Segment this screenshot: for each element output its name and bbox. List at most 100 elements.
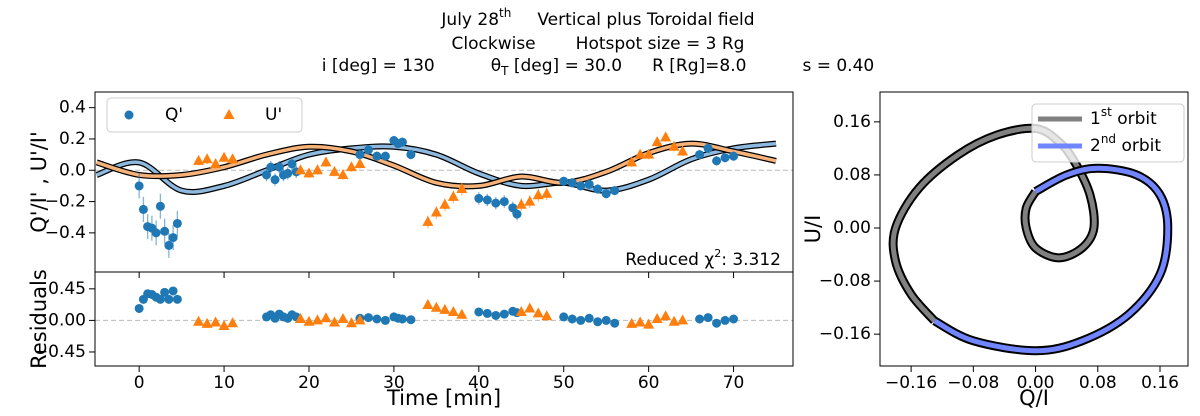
y-tick-label: −0.45	[34, 342, 86, 362]
point	[491, 310, 501, 320]
point	[138, 204, 148, 214]
point	[311, 164, 323, 175]
point	[515, 305, 527, 316]
point	[155, 294, 165, 304]
point	[164, 240, 174, 250]
annotation-text: : 3.312	[721, 250, 781, 270]
point	[660, 131, 672, 142]
point	[439, 198, 451, 209]
point	[499, 197, 509, 207]
point	[193, 315, 205, 326]
point	[430, 206, 442, 217]
legend-box	[106, 97, 303, 133]
y-tick-label: 0.2	[59, 129, 86, 149]
x-tick-label: 50	[553, 373, 575, 393]
y-tick-label: 0.00	[833, 218, 871, 238]
point	[474, 193, 484, 203]
legend-sup: nd	[1101, 132, 1116, 146]
point	[201, 317, 213, 328]
legend-text: orbit	[1112, 109, 1157, 129]
title-text: s = 0.40	[802, 56, 874, 76]
point	[328, 165, 340, 176]
point	[168, 286, 178, 296]
point	[294, 164, 306, 175]
point	[151, 228, 161, 238]
y-tick-label: −0.2	[45, 192, 86, 212]
point	[337, 168, 349, 179]
point	[695, 150, 705, 160]
legend-label: 2nd orbit	[1090, 132, 1161, 157]
point	[363, 313, 373, 323]
title-text: Clockwise	[452, 34, 536, 54]
legend-label: 1st orbit	[1090, 105, 1157, 130]
y-tick-label: −0.16	[819, 324, 871, 344]
point	[651, 313, 663, 323]
point	[482, 308, 492, 318]
point	[303, 315, 315, 326]
point	[160, 226, 170, 236]
point	[610, 186, 620, 196]
plot-area	[95, 131, 793, 258]
y-axis-label: Q'/I' , U'/I'	[27, 131, 51, 233]
y-tick-label: 0.45	[48, 279, 86, 299]
legend-sup: st	[1101, 105, 1112, 119]
x-tick-label: 0	[134, 373, 145, 393]
point	[227, 317, 239, 328]
point	[303, 167, 315, 178]
point	[168, 233, 178, 243]
point	[668, 140, 680, 151]
title-line3: i [deg] = 130 θT [deg] = 30.0 R [Rg]=8.0 s …	[322, 56, 874, 78]
title-sup: th	[499, 6, 511, 20]
y-tick-label: 0.4	[59, 98, 86, 118]
point	[515, 198, 527, 209]
point	[355, 150, 365, 160]
legend-label: U'	[265, 105, 282, 125]
legend-marker	[223, 109, 235, 119]
point	[584, 179, 594, 189]
title-line1: July 28th Vertical plus Toroidal field	[440, 6, 754, 31]
point	[397, 314, 407, 324]
point	[345, 317, 357, 328]
point	[593, 184, 603, 194]
point	[210, 316, 222, 327]
x-tick-label: −0.16	[885, 373, 937, 393]
x-tick-label: −0.08	[947, 373, 999, 393]
point	[524, 195, 536, 206]
point	[363, 145, 373, 155]
point	[610, 318, 620, 328]
point	[337, 313, 349, 323]
point	[456, 308, 468, 319]
point	[439, 303, 451, 314]
point	[541, 310, 553, 321]
point	[406, 150, 416, 160]
point	[720, 315, 730, 325]
point	[380, 151, 390, 161]
point	[287, 159, 297, 169]
point	[703, 313, 713, 323]
point	[567, 314, 577, 324]
point	[266, 162, 276, 172]
point	[576, 181, 586, 191]
point	[532, 307, 544, 318]
point	[447, 305, 459, 316]
y-axis-label: Residuals	[27, 269, 51, 369]
point	[720, 153, 730, 163]
point	[210, 158, 222, 168]
point	[559, 176, 569, 186]
annotation-text: Reduced χ	[625, 250, 714, 270]
point	[474, 307, 484, 317]
point	[164, 294, 174, 304]
point	[677, 145, 689, 156]
point	[172, 294, 182, 304]
point	[643, 148, 655, 159]
point	[677, 314, 689, 325]
point	[651, 136, 663, 147]
point	[320, 156, 332, 167]
model-curve	[96, 141, 777, 194]
x-tick-label: 20	[298, 373, 320, 393]
x-tick-label: 0.00	[1017, 373, 1055, 393]
point	[491, 198, 501, 208]
y-tick-label: 0.0	[59, 160, 86, 180]
point	[541, 187, 553, 198]
point	[311, 314, 323, 325]
